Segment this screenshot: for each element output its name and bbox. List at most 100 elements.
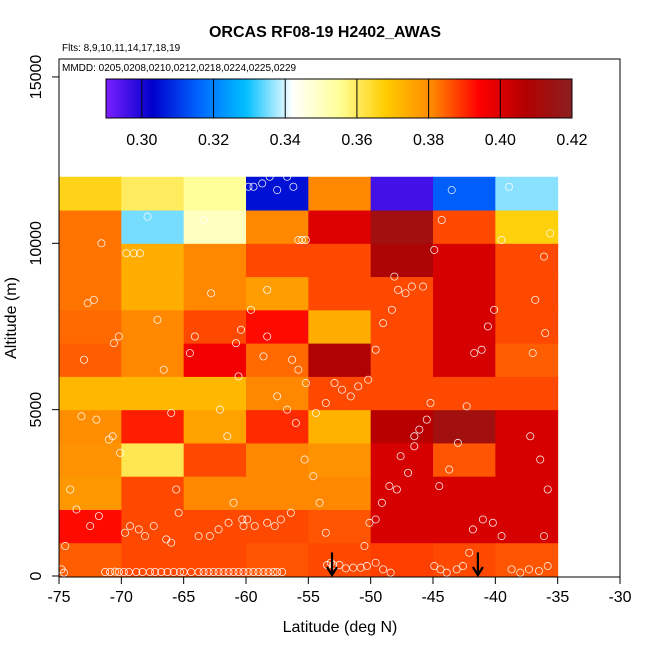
flight-point [394,285,403,294]
arrow-head [471,566,484,578]
flight-point [250,522,259,531]
heatmap-cell [495,210,559,244]
heatmap-cell [59,409,122,444]
flight-point [288,355,297,364]
flight-point [477,345,486,354]
x-tick-label: -40 [484,589,507,606]
heatmap-cell [433,509,496,544]
flight-point [204,568,213,577]
flight-point [246,305,255,314]
flight-point [311,408,320,417]
flight-point [379,319,388,328]
flight-point [525,565,534,574]
flight-point [505,182,514,191]
flight-point [101,568,110,577]
flight-point [364,375,373,384]
flight-point [263,332,272,341]
heatmap-cell [59,176,122,211]
flight-point [104,435,113,444]
flight-point [436,565,445,574]
flight-point [321,528,330,537]
flight-point [239,568,248,577]
heatmap-cell [246,442,309,477]
heatmap-cell [246,276,309,311]
flight-point [215,405,224,414]
heatmap-cell [121,476,185,510]
flight-point [111,567,120,576]
flight-point [244,568,253,577]
flight-point [97,239,106,248]
flight-point [453,438,462,447]
flight-point [163,568,172,577]
flight-point [109,339,118,348]
flight-point [330,379,339,388]
x-axis-label: Latitude (deg N) [283,619,398,636]
heatmap-cell [433,376,496,411]
heatmap-cell [183,476,247,510]
flight-point [132,568,141,577]
heatmap-cell [495,409,559,444]
flight-point [437,216,446,225]
flight-point [143,212,152,221]
flight-point [116,448,125,457]
flight-point [194,532,203,541]
heatmap-cell [495,343,559,377]
flight-point [534,567,543,576]
heatmap-cell [59,509,122,544]
flight-point [174,508,183,517]
flight-point [269,568,278,577]
flight-point [106,568,115,577]
flight-point [134,525,143,534]
heatmap-cell [246,243,309,278]
flight-point [278,568,287,577]
heatmap-cell [433,343,496,377]
flight-point [92,415,101,424]
flight-point [89,295,98,304]
x-tick-label: -75 [47,589,70,606]
heatmap-cell [246,509,309,544]
heatmap-cell [183,210,247,244]
flight-point [430,562,439,571]
flight-point [356,563,365,572]
heatmap-cell [495,309,559,344]
flight-point [452,565,461,574]
flight-point [426,398,435,407]
flight-point [301,235,310,244]
heatmap-cell [308,509,372,544]
flight-point [401,289,410,298]
x-tick-label: -50 [359,589,382,606]
flight-point [385,482,394,491]
heatmap-cell [59,442,122,477]
flight-point [169,568,178,577]
heatmap-cell [433,243,496,278]
flight-point [490,305,499,314]
flight-point [362,562,371,571]
flight-point [371,558,380,567]
flight-point [497,235,506,244]
heatmap-cell [59,309,122,344]
heatmap-cell [495,542,559,577]
heatmap-cell [370,343,434,377]
flight-point [507,565,516,574]
flight-point [114,568,123,577]
heatmap-cell [121,276,185,311]
heatmap-cell [495,376,559,411]
flight-point [224,568,233,577]
y-axis-label: Altitude (m) [3,277,20,359]
flight-point [77,412,86,421]
flight-point [536,455,545,464]
flight-point [354,382,363,391]
flight-point [300,455,309,464]
flight-point [149,522,158,531]
heatmap-cell [433,542,496,577]
flight-point [387,305,396,314]
heatmap-cell [433,442,496,477]
flight-point [410,442,419,451]
flight-point [249,182,258,191]
heatmap-cell [433,309,496,344]
y-tick-label: 15000 [28,55,45,100]
heatmap-cell [121,243,185,278]
flight-point [199,216,208,225]
flight-point [445,465,454,474]
heatmap-cell [370,309,434,344]
